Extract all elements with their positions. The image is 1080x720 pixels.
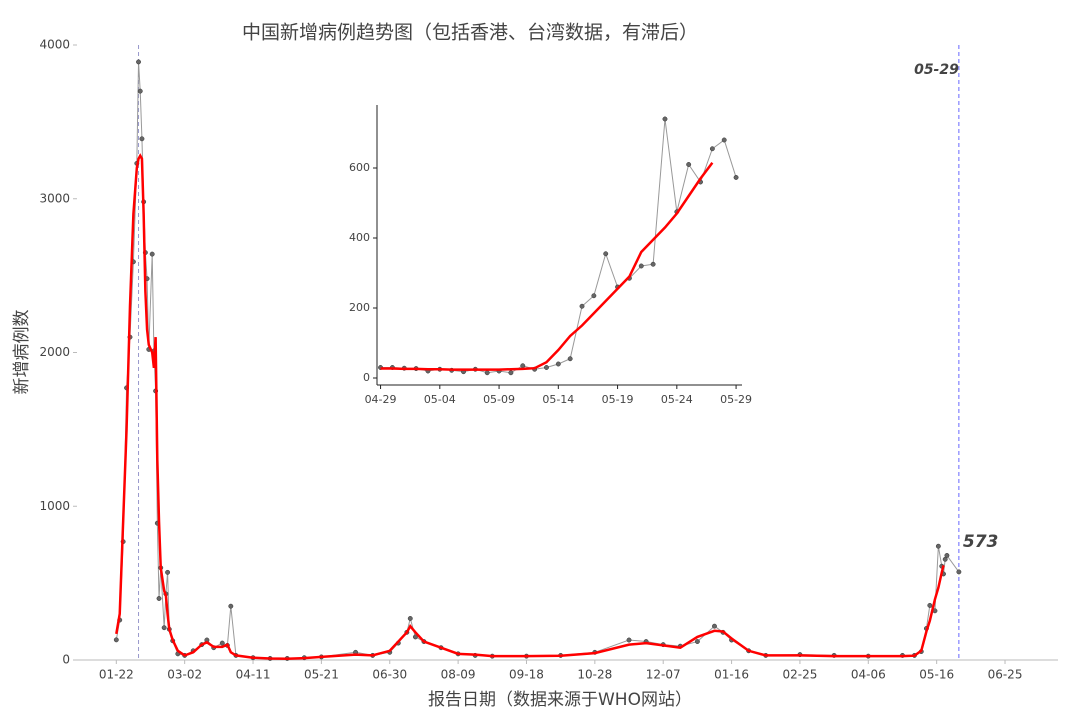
- point: [567, 356, 573, 362]
- series-line: [115, 153, 945, 661]
- y-tick-label: 3000: [39, 191, 70, 205]
- point: [686, 162, 692, 167]
- x-tick-label: 05-29: [720, 393, 752, 406]
- point: [137, 88, 143, 94]
- point: [650, 261, 656, 267]
- point: [165, 569, 171, 575]
- y-tick-label: 0: [62, 653, 70, 667]
- x-tick-label: 04-11: [236, 668, 271, 682]
- point: [113, 637, 119, 643]
- point: [579, 303, 585, 309]
- y-axis-title: 新增病例数: [12, 310, 32, 395]
- series-line: [380, 118, 737, 374]
- series-line: [115, 61, 960, 659]
- point: [733, 175, 739, 180]
- point: [412, 634, 418, 640]
- point: [228, 603, 234, 609]
- x-tick-label: 02-25: [782, 668, 817, 682]
- point: [927, 602, 933, 608]
- point: [956, 569, 962, 575]
- y-tick-label: 200: [349, 301, 370, 314]
- point: [712, 623, 717, 629]
- x-tick-label: 06-30: [372, 668, 407, 682]
- point: [555, 361, 561, 367]
- x-tick-label: 10-28: [577, 668, 612, 682]
- x-tick-label: 01-22: [99, 668, 134, 682]
- series-line: [380, 161, 714, 371]
- point: [694, 639, 700, 644]
- x-tick-label: 09-18: [509, 668, 544, 682]
- point: [149, 251, 155, 257]
- x-tick-label: 04-06: [851, 668, 886, 682]
- x-tick-label: 05-24: [661, 393, 693, 406]
- point: [156, 596, 162, 601]
- x-tick-label: 06-25: [988, 668, 1023, 682]
- point: [139, 136, 145, 142]
- y-tick-label: 600: [349, 161, 370, 174]
- annotation: 573: [963, 532, 999, 552]
- point: [709, 146, 715, 152]
- x-tick-label: 01-16: [714, 668, 749, 682]
- point: [944, 553, 950, 558]
- x-tick-label: 05-19: [602, 393, 634, 406]
- x-tick-label: 05-09: [483, 393, 515, 406]
- annotation: 05-29: [914, 62, 959, 78]
- point: [603, 251, 609, 257]
- point: [662, 116, 668, 122]
- point: [544, 365, 549, 370]
- x-axis-title: 报告日期（数据来源于WHO网站）: [428, 690, 692, 710]
- y-tick-label: 400: [349, 231, 370, 244]
- point: [638, 263, 644, 269]
- y-tick-label: 0: [363, 371, 370, 384]
- x-tick-label: 08-09: [441, 668, 476, 682]
- x-tick-label: 04-29: [365, 393, 397, 406]
- y-tick-label: 1000: [39, 499, 70, 513]
- x-tick-label: 05-16: [919, 668, 954, 682]
- point: [219, 640, 225, 646]
- y-tick-label: 4000: [39, 38, 70, 52]
- point: [508, 370, 514, 376]
- point: [626, 637, 632, 643]
- point: [520, 363, 526, 369]
- y-tick-label: 2000: [39, 345, 70, 359]
- x-tick-label: 12-07: [646, 668, 681, 682]
- point: [935, 543, 941, 549]
- x-tick-label: 05-21: [304, 668, 339, 682]
- point: [591, 293, 597, 299]
- x-tick-label: 05-04: [424, 393, 456, 406]
- point: [407, 616, 413, 621]
- point: [484, 370, 490, 376]
- chart-title: 中国新增病例趋势图（包括香港、台湾数据，有滞后）: [242, 22, 698, 44]
- x-tick-label: 03-02: [167, 668, 202, 682]
- point: [136, 59, 141, 65]
- point: [721, 137, 727, 143]
- point: [161, 625, 167, 631]
- x-tick-label: 05-14: [542, 393, 574, 406]
